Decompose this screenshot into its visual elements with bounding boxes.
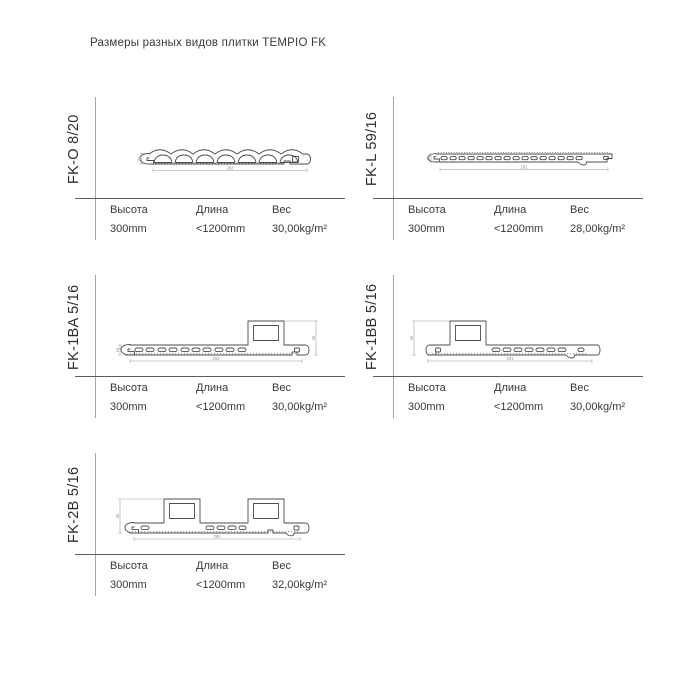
dim-height-label: 16 bbox=[426, 155, 431, 160]
dim-height-label: 16 bbox=[115, 347, 120, 352]
section-fk-1bb: FK-1BB 5/16 291 45 Высота Длина bbox=[356, 275, 646, 425]
dim-height-label: 45 bbox=[409, 335, 414, 340]
col-header-height: Высота bbox=[110, 382, 148, 394]
col-header-weight: Вес bbox=[570, 382, 589, 394]
value-length: <1200mm bbox=[196, 223, 246, 235]
col-header-weight: Вес bbox=[570, 204, 589, 216]
table-top-rule bbox=[75, 554, 345, 555]
table-top-rule bbox=[75, 198, 345, 199]
dim-width-label: 291 bbox=[521, 164, 529, 169]
col-header-length: Длина bbox=[196, 382, 229, 394]
dim-width-label: 291 bbox=[214, 534, 222, 539]
section-divider-line bbox=[393, 275, 394, 418]
col-header-length: Длина bbox=[196, 204, 229, 216]
value-height: 300mm bbox=[110, 401, 147, 413]
value-weight: 28,00kg/m² bbox=[570, 223, 626, 235]
value-length: <1200mm bbox=[196, 579, 246, 591]
table-top-rule bbox=[75, 376, 345, 377]
col-header-height: Высота bbox=[408, 382, 446, 394]
spec-table: Высота Длина Вес 300mm <1200mm 30,00kg/m… bbox=[110, 204, 380, 235]
spec-table: Высота Длина Вес 300mm <1200mm 30,00kg/m… bbox=[110, 382, 380, 413]
dim-height-label: 21 bbox=[136, 156, 141, 161]
section-label: FK-1BA 5/16 bbox=[66, 284, 82, 370]
section-label: FK-O 8/20 bbox=[66, 114, 82, 184]
section-fk-1ba: FK-1BA 5/16 291 16 45 bbox=[58, 275, 348, 425]
table-top-rule bbox=[373, 376, 643, 377]
spec-table: Высота Длина Вес 300mm <1200mm 32,00kg/m… bbox=[110, 560, 380, 591]
section-divider-line bbox=[393, 97, 394, 240]
col-header-length: Длина bbox=[494, 382, 527, 394]
value-weight: 32,00kg/m² bbox=[272, 579, 328, 591]
value-height: 300mm bbox=[110, 579, 147, 591]
profile-drawing-fk-2b: 291 45 bbox=[115, 498, 310, 541]
profile-drawing-fk-l: 291 16 bbox=[426, 152, 613, 172]
value-height: 300mm bbox=[408, 223, 445, 235]
col-header-height: Высота bbox=[110, 560, 148, 572]
section-divider-line bbox=[95, 97, 96, 240]
section-label: FK-L 59/16 bbox=[364, 111, 380, 187]
dim-height-label: 45 bbox=[115, 513, 120, 518]
value-height: 300mm bbox=[408, 401, 445, 413]
value-weight: 30,00kg/m² bbox=[570, 401, 626, 413]
col-header-weight: Вес bbox=[272, 382, 291, 394]
col-header-length: Длина bbox=[494, 204, 527, 216]
value-length: <1200mm bbox=[494, 401, 544, 413]
dim-width-label: 291 bbox=[213, 356, 221, 361]
section-divider-line bbox=[95, 453, 96, 596]
value-height: 300mm bbox=[110, 223, 147, 235]
spec-table: Высота Длина Вес 300mm <1200mm 28,00kg/m… bbox=[408, 204, 678, 235]
value-length: <1200mm bbox=[494, 223, 544, 235]
section-label: FK-1BB 5/16 bbox=[364, 283, 380, 371]
profile-drawing-fk-1ba: 291 16 45 bbox=[115, 320, 318, 363]
profile-drawing-fk-1bb: 291 45 bbox=[409, 320, 601, 363]
spec-table: Высота Длина Вес 300mm <1200mm 30,00kg/m… bbox=[408, 382, 678, 413]
col-header-weight: Вес bbox=[272, 204, 291, 216]
dim-width-label: 291 bbox=[507, 356, 515, 361]
dim-box-height-label: 45 bbox=[311, 335, 316, 340]
value-length: <1200mm bbox=[196, 401, 246, 413]
dim-width-label: 292 bbox=[227, 165, 235, 170]
section-divider-line bbox=[95, 275, 96, 418]
value-weight: 30,00kg/m² bbox=[272, 401, 328, 413]
col-header-length: Длина bbox=[196, 560, 229, 572]
page-title: Размеры разных видов плитки TEMPIO FK bbox=[90, 37, 327, 49]
profile-drawing-fk-o: 292 21 bbox=[136, 149, 311, 173]
value-weight: 30,00kg/m² bbox=[272, 223, 328, 235]
section-fk-l: FK-L 59/16 bbox=[356, 97, 646, 247]
col-header-height: Высота bbox=[110, 204, 148, 216]
section-fk-2b: FK-2B 5/16 291 45 Высота Длина Вес 300mm bbox=[58, 453, 348, 603]
col-header-weight: Вес bbox=[272, 560, 291, 572]
table-top-rule bbox=[373, 198, 643, 199]
section-fk-o: FK-O 8/20 292 21 Высота Длина Вес 300mm bbox=[58, 97, 348, 247]
section-label: FK-2B 5/16 bbox=[66, 466, 82, 544]
col-header-height: Высота bbox=[408, 204, 446, 216]
